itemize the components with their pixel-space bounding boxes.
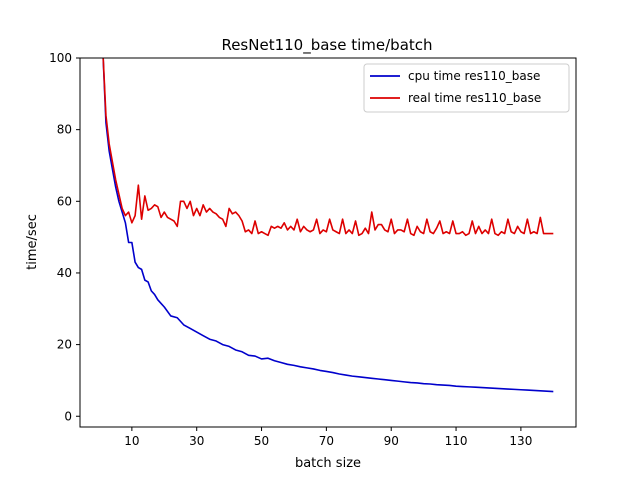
plot-frame: [79, 57, 577, 428]
y-axis-label: time/sec: [25, 214, 40, 270]
series-layer: [102, 58, 554, 393]
series-line-cpu-time: [102, 58, 554, 393]
y-tick-label: 0: [64, 409, 72, 423]
x-tick-label: 90: [384, 434, 399, 448]
series-line-real-time: [102, 58, 554, 237]
y-tick-label: 60: [57, 194, 72, 208]
x-tick-label: 70: [319, 434, 334, 448]
chart-title: ResNet110_base time/batch: [221, 36, 432, 55]
x-tick-label: 50: [254, 434, 269, 448]
legend-box: [363, 63, 570, 113]
legend-label: real time res110_base: [408, 91, 541, 105]
y-tick-label: 40: [57, 266, 72, 280]
x-tick-label: 110: [445, 434, 468, 448]
x-tick-label: 30: [189, 434, 204, 448]
y-tick-label: 20: [57, 338, 72, 352]
x-tick-label: 10: [124, 434, 139, 448]
y-tick-label: 80: [57, 123, 72, 137]
x-tick-label: 130: [509, 434, 532, 448]
y-tick-label: 100: [49, 51, 72, 65]
y-axis-ticks: 0 20 40 60 80 100: [49, 51, 80, 423]
x-axis-ticks: 10 30 50 70 90 110 130: [124, 427, 532, 448]
x-axis-label: batch size: [295, 456, 361, 471]
legend-label: cpu time res110_base: [408, 69, 540, 83]
